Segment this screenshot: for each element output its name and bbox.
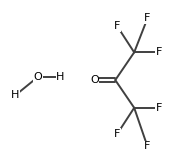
Text: F: F [144, 141, 151, 151]
Text: O: O [90, 75, 99, 85]
Text: F: F [156, 47, 162, 57]
Text: O: O [33, 72, 42, 82]
Text: F: F [156, 103, 162, 113]
Text: F: F [114, 129, 120, 139]
Text: H: H [11, 91, 19, 100]
Text: H: H [56, 72, 65, 82]
Text: F: F [144, 14, 151, 23]
Text: F: F [114, 21, 120, 31]
